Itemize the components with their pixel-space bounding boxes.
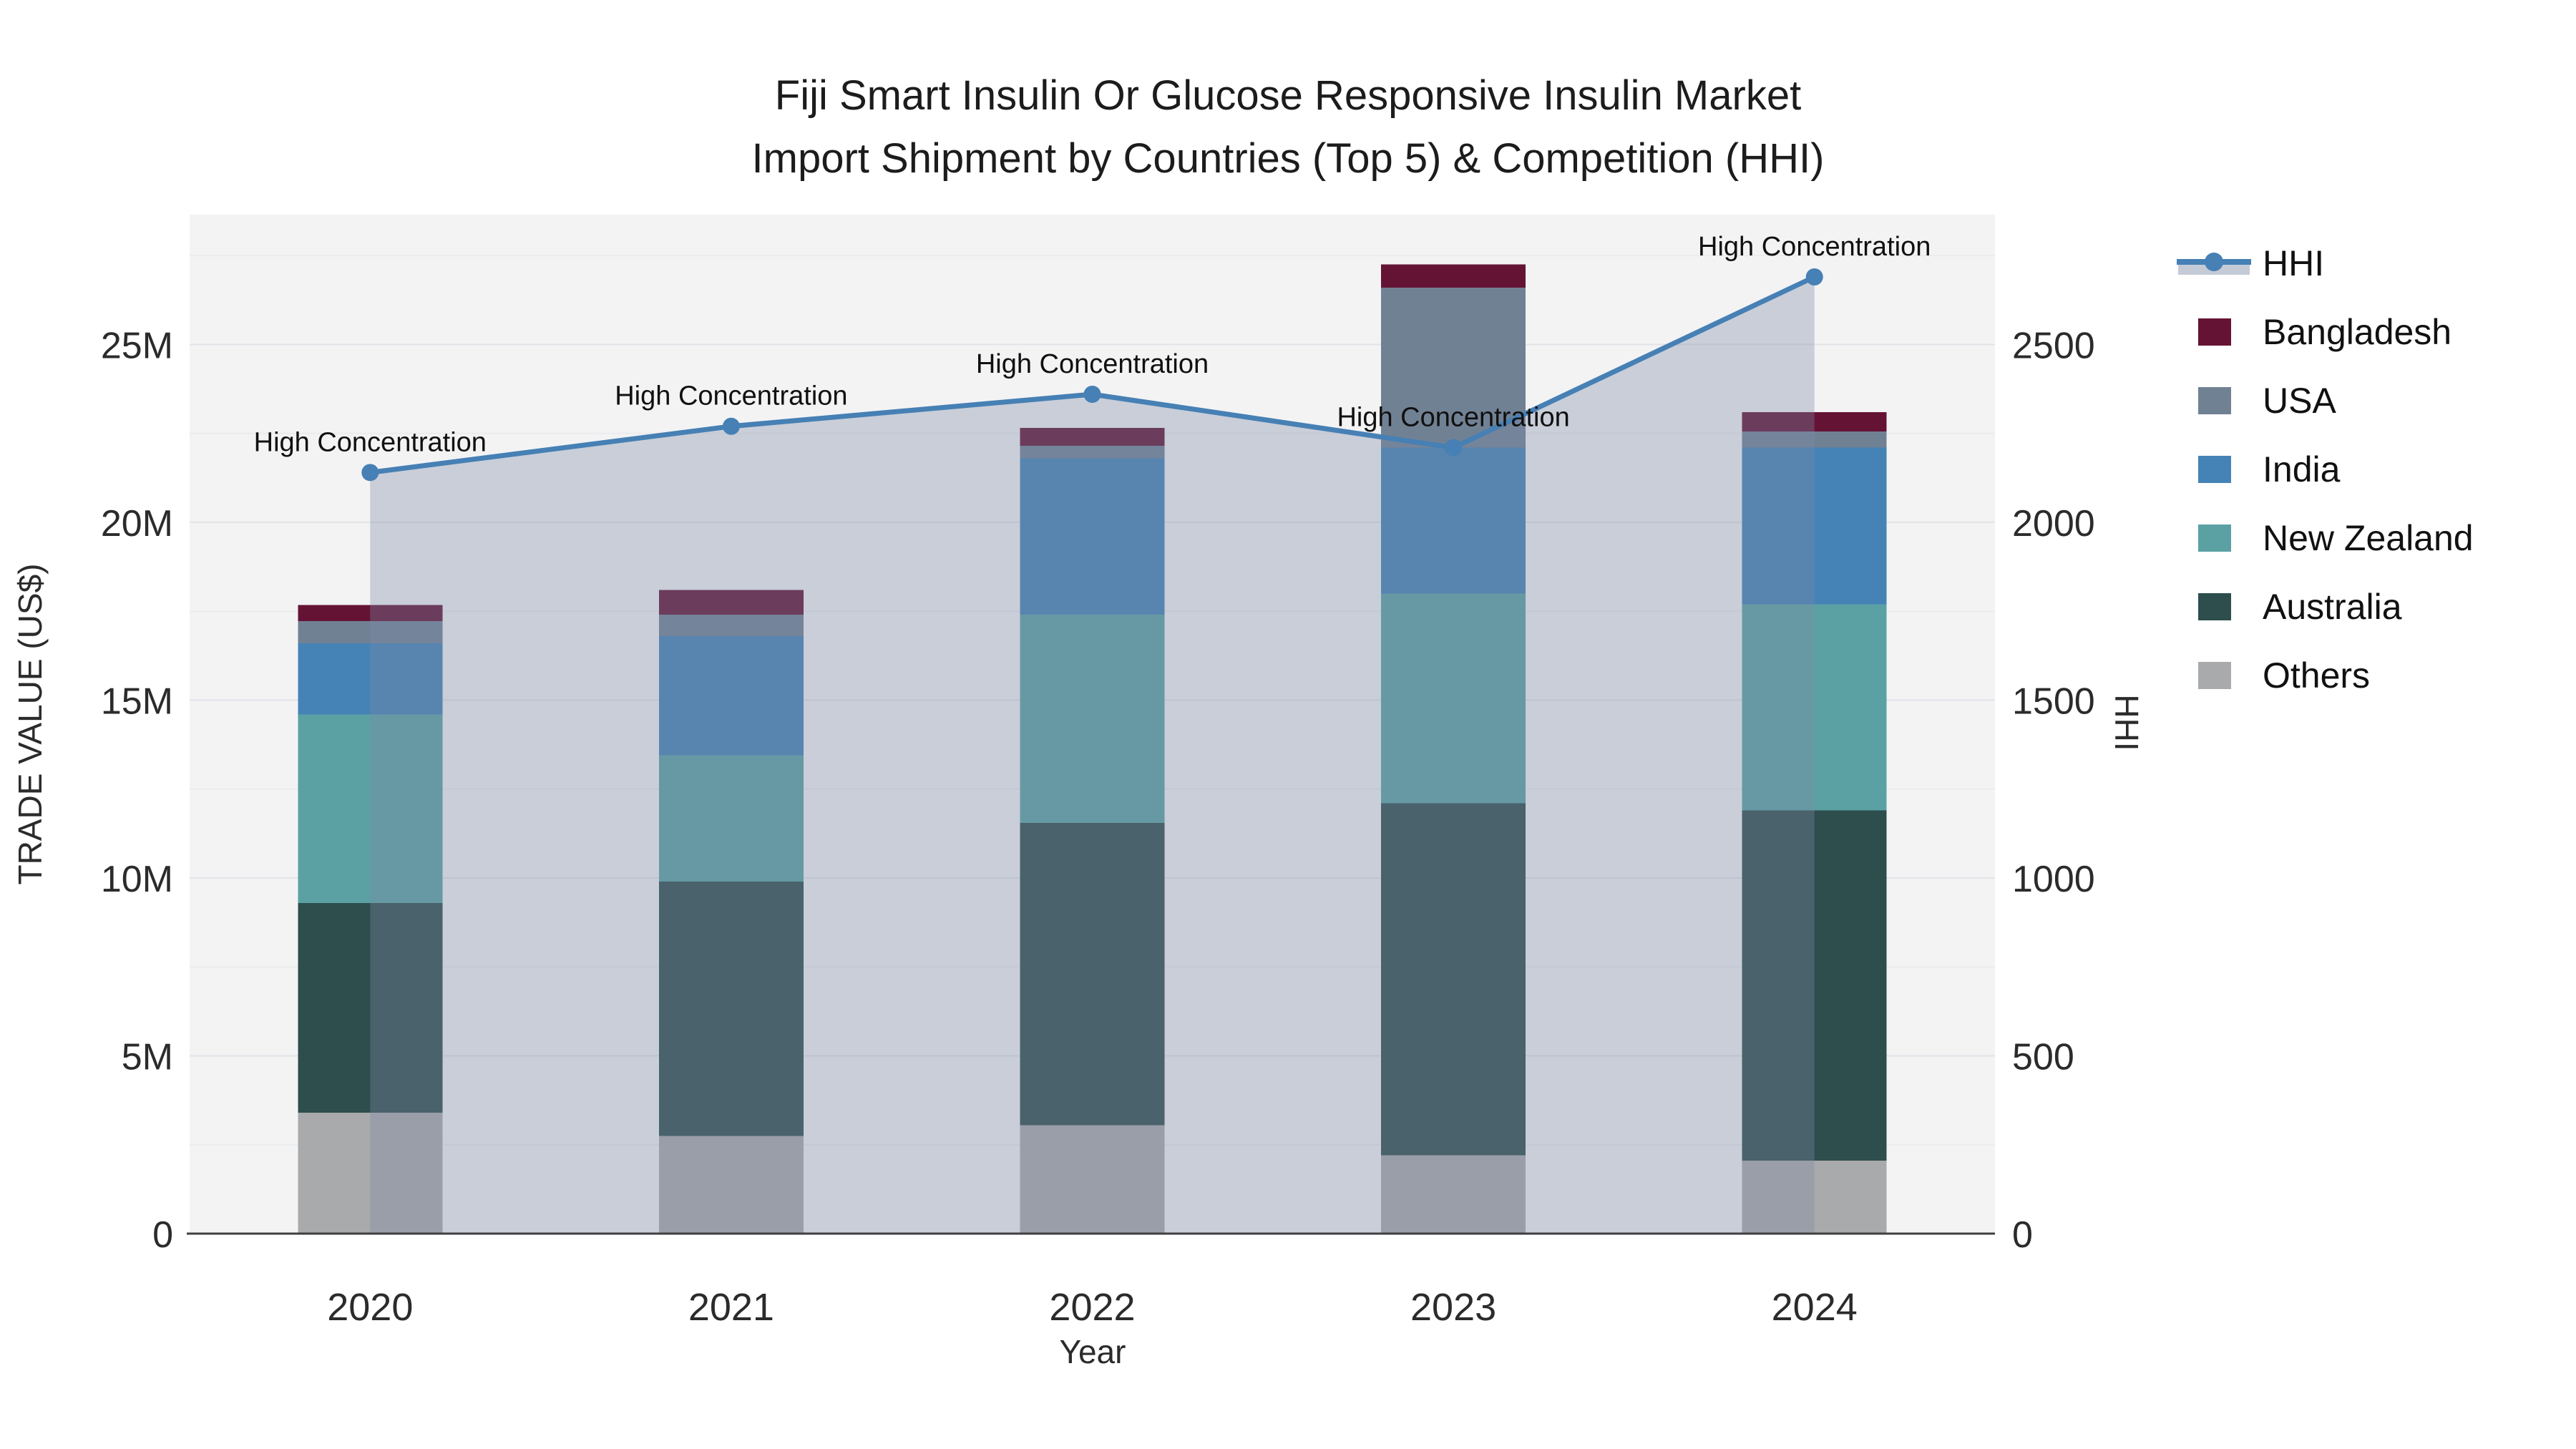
bar-segment-2023-india — [1381, 447, 1526, 594]
new-zealand-swatch-icon — [2177, 525, 2251, 552]
legend-label-new-zealand: New Zealand — [2263, 518, 2474, 558]
hhi-point-2024 — [1805, 268, 1823, 286]
others-swatch-icon — [2177, 662, 2251, 689]
hhi-line-icon — [2177, 246, 2251, 280]
legend-item-india[interactable]: India — [2177, 435, 2474, 504]
y-axis-title-right: HHI — [2108, 694, 2145, 751]
bar-segment-2022-others — [1020, 1125, 1165, 1234]
y-axis-title-left: TRADE VALUE (US$) — [11, 563, 49, 885]
y-left-tick-label: 25M — [101, 325, 173, 366]
bar-segment-2020-australia — [298, 902, 443, 1113]
bar-segment-2024-australia — [1742, 810, 1887, 1161]
bar-segment-2021-australia — [658, 881, 804, 1136]
bar-segment-2023-others — [1381, 1155, 1526, 1234]
bangladesh-swatch-icon — [2177, 318, 2251, 346]
legend-label-india: India — [2263, 449, 2341, 489]
legend-label-hhi: HHI — [2263, 243, 2325, 283]
bar-segment-2022-australia — [1020, 822, 1165, 1126]
hhi-point-2021 — [722, 417, 740, 435]
legend-label-others: Others — [2263, 655, 2371, 696]
bar-segment-2020-india — [298, 643, 443, 715]
legend-label-bangladesh: Bangladesh — [2263, 312, 2452, 352]
bar-segment-2022-bangladesh — [1020, 428, 1165, 447]
bar-segment-2020-new-zealand — [298, 714, 443, 903]
y-right-tick-label: 2500 — [2012, 325, 2095, 366]
bar-segment-2021-usa — [658, 615, 804, 636]
bar-segment-2024-new-zealand — [1742, 604, 1887, 811]
annotation-high-concentration-2022: High Concentration — [976, 349, 1209, 379]
hhi-point-2023 — [1445, 439, 1463, 457]
bar-segment-2021-bangladesh — [658, 590, 804, 615]
annotation-high-concentration-2021: High Concentration — [615, 381, 847, 411]
annotation-high-concentration-2020: High Concentration — [254, 427, 487, 457]
bar-segment-2024-usa — [1742, 431, 1887, 448]
legend-label-usa: USA — [2263, 381, 2336, 421]
usa-swatch-icon — [2177, 387, 2251, 414]
bar-segment-2023-usa — [1381, 287, 1526, 448]
australia-swatch-icon — [2177, 593, 2251, 620]
legend-item-hhi[interactable]: HHI — [2177, 229, 2474, 298]
y-left-tick-label: 10M — [101, 859, 173, 900]
x-tick-label-2023: 2023 — [1410, 1286, 1496, 1329]
x-tick-label-2020: 2020 — [327, 1286, 413, 1329]
legend: HHI Bangladesh USA India New Zealand Australi… — [2177, 229, 2474, 710]
legend-item-others[interactable]: Others — [2177, 641, 2474, 710]
bar-segment-2020-bangladesh — [298, 605, 443, 622]
bar-segment-2021-india — [658, 635, 804, 756]
bar-segment-2023-australia — [1381, 803, 1526, 1156]
bar-segment-2022-new-zealand — [1020, 615, 1165, 823]
bar-segment-2020-usa — [298, 621, 443, 643]
y-right-tick-label: 1000 — [2012, 859, 2095, 900]
legend-item-usa[interactable]: USA — [2177, 366, 2474, 435]
chart-title-line1: Fiji Smart Insulin Or Glucose Responsive… — [774, 72, 1802, 119]
hhi-point-2022 — [1083, 386, 1101, 404]
legend-item-new-zealand[interactable]: New Zealand — [2177, 504, 2474, 572]
bar-segment-2020-others — [298, 1113, 443, 1234]
y-left-tick-label: 15M — [101, 680, 173, 722]
bar-segment-2021-new-zealand — [658, 755, 804, 882]
chart-title-line2: Import Shipment by Countries (Top 5) & C… — [751, 135, 1825, 182]
bar-segment-2023-new-zealand — [1381, 593, 1526, 804]
legend-item-bangladesh[interactable]: Bangladesh — [2177, 298, 2474, 366]
chart-title: Fiji Smart Insulin Or Glucose Responsive… — [429, 64, 2147, 190]
y-right-tick-label: 2000 — [2012, 503, 2095, 545]
y-left-tick-label: 0 — [152, 1214, 173, 1256]
bar-segment-2021-others — [658, 1136, 804, 1234]
bar-segment-2022-india — [1020, 458, 1165, 615]
x-tick-label-2024: 2024 — [1772, 1286, 1858, 1329]
y-left-tick-label: 20M — [101, 503, 173, 545]
legend-item-australia[interactable]: Australia — [2177, 572, 2474, 641]
annotation-high-concentration-2024: High Concentration — [1698, 232, 1931, 262]
hhi-point-2020 — [361, 464, 379, 482]
legend-label-australia: Australia — [2263, 587, 2402, 627]
bar-segment-2022-usa — [1020, 446, 1165, 459]
bar-segment-2024-others — [1742, 1161, 1887, 1234]
x-tick-label-2021: 2021 — [688, 1286, 774, 1329]
x-axis-title: Year — [1059, 1333, 1126, 1370]
india-swatch-icon — [2177, 456, 2251, 483]
y-right-tick-label: 0 — [2012, 1214, 2033, 1256]
y-left-tick-label: 5M — [122, 1036, 173, 1078]
bar-segment-2024-india — [1742, 447, 1887, 605]
y-right-tick-label: 500 — [2012, 1036, 2074, 1078]
bar-segment-2024-bangladesh — [1742, 411, 1887, 432]
y-right-tick-label: 1500 — [2012, 680, 2095, 722]
hhi-area-fill — [370, 276, 1815, 1234]
x-tick-label-2022: 2022 — [1049, 1286, 1135, 1329]
bar-segment-2023-bangladesh — [1381, 264, 1526, 288]
annotation-high-concentration-2023: High Concentration — [1337, 403, 1569, 433]
